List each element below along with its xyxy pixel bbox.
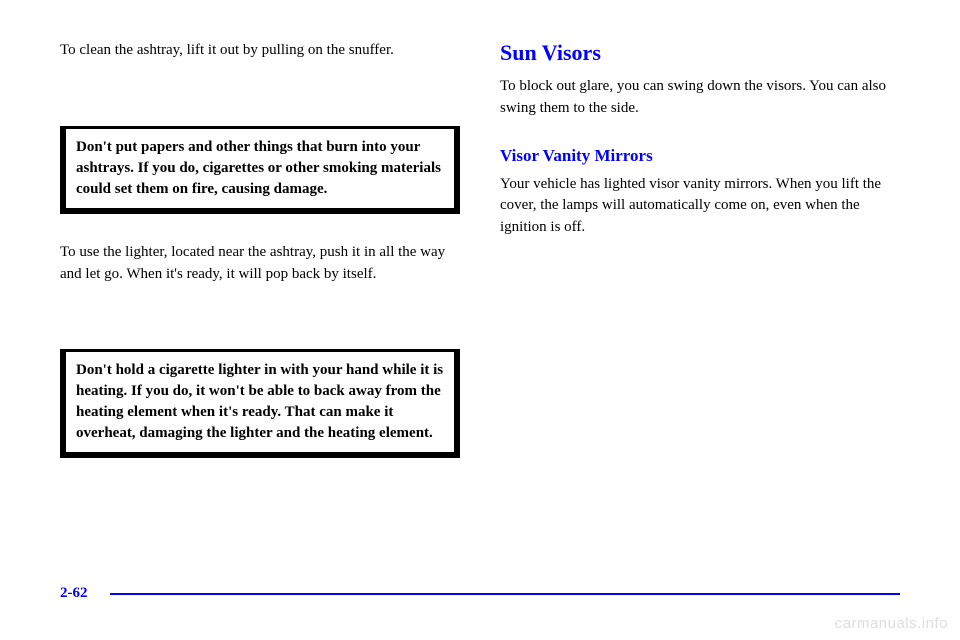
notice-box-ashtray: Don't put papers and other things that b… — [60, 98, 460, 214]
visor-vanity-heading: Visor Vanity Mirrors — [500, 146, 900, 166]
notice-label — [60, 321, 460, 349]
page-number: 2-62 — [60, 585, 88, 602]
watermark-text: carmanuals.info — [835, 615, 948, 632]
manual-page: To clean the ashtray, lift it out by pul… — [0, 0, 960, 640]
notice-box-lighter: Don't hold a cigarette lighter in with y… — [60, 321, 460, 458]
sun-visors-text: To block out glare, you can swing down t… — [500, 76, 900, 120]
lighter-use-text: To use the lighter, located near the ash… — [60, 242, 460, 286]
right-column: Sun Visors To block out glare, you can s… — [500, 40, 900, 580]
ashtray-clean-text: To clean the ashtray, lift it out by pul… — [60, 40, 460, 62]
notice-text-ashtray: Don't put papers and other things that b… — [66, 129, 454, 208]
footer-rule — [110, 593, 900, 595]
visor-vanity-text: Your vehicle has lighted visor vanity mi… — [500, 174, 900, 239]
notice-label — [60, 98, 460, 126]
two-column-layout: To clean the ashtray, lift it out by pul… — [60, 40, 900, 580]
left-column: To clean the ashtray, lift it out by pul… — [60, 40, 460, 580]
notice-text-lighter: Don't hold a cigarette lighter in with y… — [66, 352, 454, 452]
sun-visors-heading: Sun Visors — [500, 40, 900, 66]
